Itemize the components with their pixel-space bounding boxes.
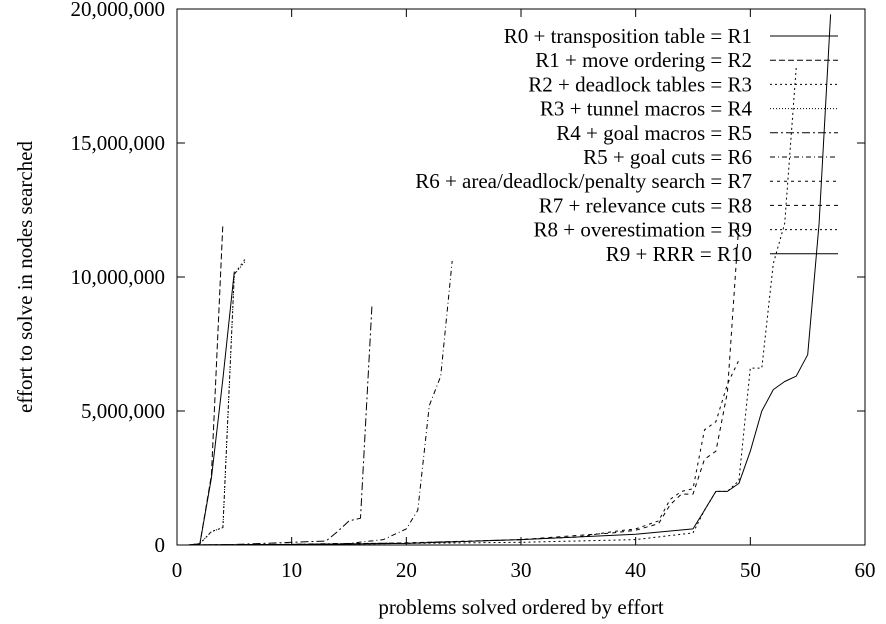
x-axis-title: problems solved ordered by effort xyxy=(378,595,664,619)
legend-label: R9 + RRR = R10 xyxy=(606,242,752,266)
series-line-r1 xyxy=(188,271,235,546)
y-axis-title: effort to solve in nodes searched xyxy=(13,141,37,413)
series-line-r4 xyxy=(188,260,247,546)
x-tick-label: 20 xyxy=(396,558,417,582)
x-tick-label: 40 xyxy=(625,558,646,582)
plot-frame xyxy=(176,8,866,546)
series-line-r5 xyxy=(188,306,373,546)
series-line-r9 xyxy=(188,67,797,546)
legend-label: R5 + goal cuts = R6 xyxy=(583,145,752,169)
x-tick-label: 30 xyxy=(511,558,532,582)
legend-label: R6 + area/deadlock/penalty search = R7 xyxy=(415,169,752,193)
plot-axes: 0 10 20 30 40 50 60 0 5,000,000 10,000,000 15,000,… xyxy=(71,0,876,582)
legend-label: R0 + transposition table = R1 xyxy=(504,24,752,48)
x-tick-label: 0 xyxy=(172,558,183,582)
legend-label: R1 + move ordering = R2 xyxy=(535,48,752,72)
series-line-r7 xyxy=(188,359,740,546)
y-tick-label: 15,000,000 xyxy=(71,131,166,155)
series-line-r8 xyxy=(188,223,740,546)
series-line-r10 xyxy=(188,14,832,546)
legend-label: R7 + relevance cuts = R8 xyxy=(539,193,752,217)
y-tick-label: 0 xyxy=(155,533,166,557)
x-tick-label: 60 xyxy=(855,558,876,582)
legend-label: R4 + goal macros = R5 xyxy=(556,121,752,145)
x-tick-label: 10 xyxy=(281,558,302,582)
series-layer xyxy=(188,14,832,546)
series-line-r3 xyxy=(188,257,247,546)
y-tick-label: 10,000,000 xyxy=(71,265,166,289)
legend-label: R2 + deadlock tables = R3 xyxy=(528,72,752,96)
x-tick-label: 50 xyxy=(740,558,761,582)
series-line-r2 xyxy=(188,223,224,546)
legend-label: R8 + overestimation = R9 xyxy=(533,218,752,242)
y-tick-label: 5,000,000 xyxy=(81,399,165,423)
legend-label: R3 + tunnel macros = R4 xyxy=(540,97,753,121)
y-tick-label: 20,000,000 xyxy=(71,0,166,21)
